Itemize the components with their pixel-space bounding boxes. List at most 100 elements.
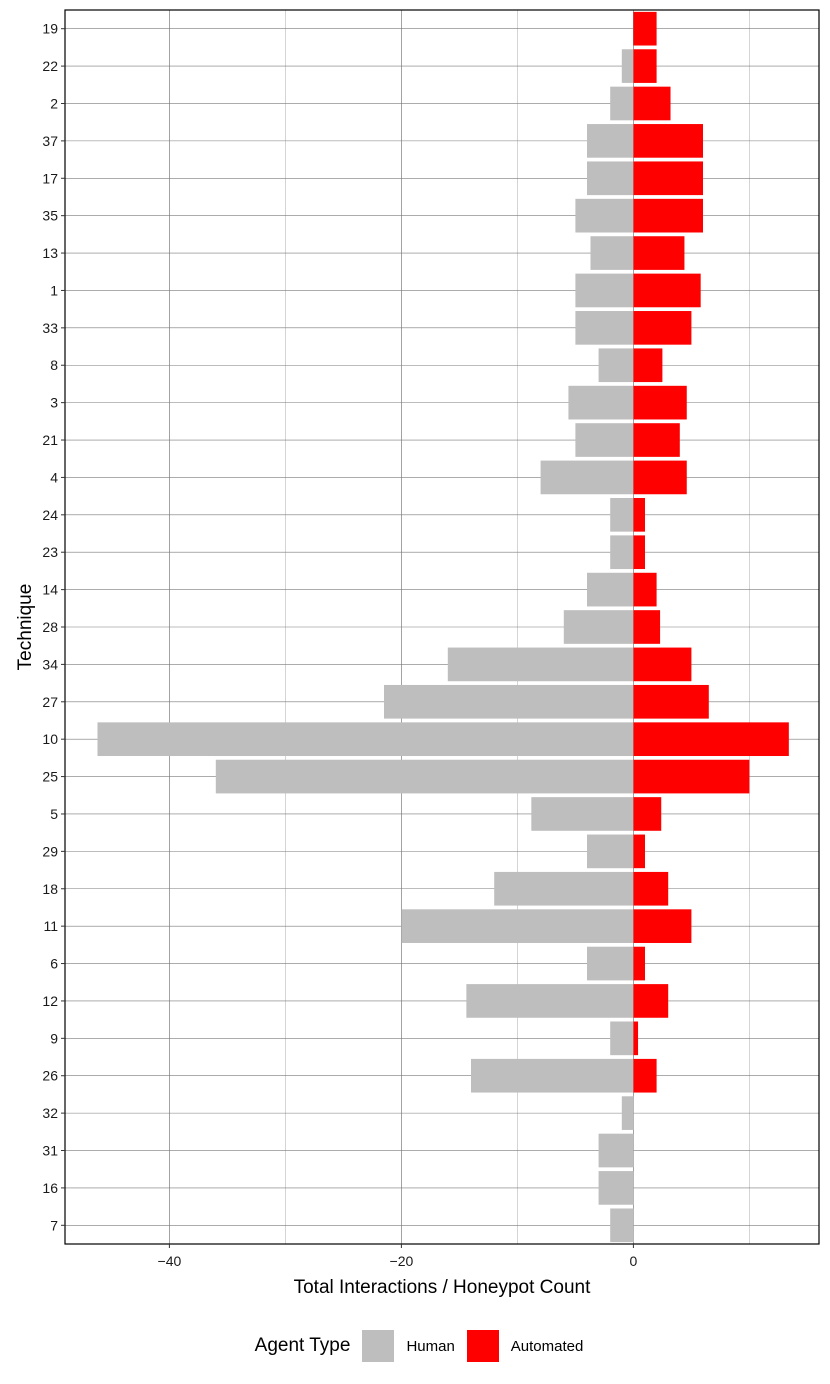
bar-human-22 (621, 49, 634, 83)
bar-human-25 (215, 759, 634, 794)
y-tick-label: 24 (42, 507, 58, 523)
bars (97, 11, 789, 1243)
y-tick-label: 9 (50, 1030, 58, 1046)
y-tick-label: 16 (42, 1180, 58, 1196)
bar-automated-37 (633, 124, 703, 158)
bar-automated-35 (633, 198, 703, 233)
y-axis-title: Technique (15, 584, 36, 671)
bar-human-9 (610, 1021, 634, 1056)
y-tick-label: 18 (42, 881, 58, 897)
y-tick-label: 12 (42, 993, 58, 1009)
y-tick-label: 5 (50, 806, 58, 822)
bar-automated-4 (633, 460, 687, 495)
y-tick-label: 19 (42, 21, 58, 37)
bar-automated-13 (633, 236, 685, 270)
bar-human-24 (610, 497, 634, 532)
bar-automated-12 (633, 984, 669, 1018)
y-tick-label: 17 (42, 170, 58, 186)
bar-automated-28 (633, 610, 661, 644)
bar-human-28 (563, 610, 634, 644)
bar-human-3 (568, 385, 634, 420)
bar-automated-8 (633, 348, 663, 383)
bar-automated-26 (633, 1058, 657, 1093)
bar-human-29 (587, 834, 634, 869)
bar-human-1 (575, 273, 634, 308)
bar-human-12 (466, 984, 634, 1018)
bar-human-7 (610, 1208, 634, 1243)
y-tick-label: 6 (50, 956, 58, 972)
bar-human-16 (598, 1171, 634, 1205)
bar-human-14 (587, 572, 634, 607)
bar-human-8 (598, 348, 634, 383)
y-tick-label: 22 (42, 58, 58, 74)
bar-human-5 (531, 797, 634, 831)
bar-human-13 (590, 236, 634, 270)
bar-automated-25 (633, 759, 750, 794)
x-axis-title: Total Interactions / Honeypot Count (294, 1277, 592, 1298)
bar-human-6 (587, 946, 634, 981)
bar-automated-3 (633, 385, 687, 420)
bar-human-33 (575, 311, 634, 345)
bar-human-27 (384, 684, 634, 719)
y-tick-label: 10 (42, 731, 58, 747)
y-tick-label: 26 (42, 1068, 58, 1084)
y-tick-label: 35 (42, 208, 58, 224)
bar-automated-6 (633, 946, 645, 981)
legend-key-automated (466, 1330, 499, 1362)
bar-automated-34 (633, 647, 692, 682)
bar-human-31 (598, 1133, 634, 1168)
bar-automated-24 (633, 497, 645, 532)
bar-human-37 (587, 124, 634, 158)
y-tick-label: 2 (50, 95, 58, 111)
bar-human-2 (610, 86, 634, 121)
y-tick-label: 28 (42, 619, 58, 635)
bar-automated-10 (633, 722, 789, 757)
legend-key-human (362, 1330, 395, 1362)
bar-automated-9 (633, 1021, 639, 1056)
bar-automated-17 (633, 161, 703, 196)
bar-human-35 (575, 198, 634, 233)
y-tick-label: 21 (42, 432, 58, 448)
bar-automated-14 (633, 572, 657, 607)
y-tick-label: 25 (42, 769, 58, 785)
x-tick-label: −40 (158, 1253, 182, 1269)
legend: Agent Type Human Automated (0, 1324, 830, 1368)
y-tick-label: 13 (42, 245, 58, 261)
legend-title: Agent Type (254, 1335, 351, 1356)
y-tick-label: 4 (50, 469, 58, 485)
y-tick-label: 32 (42, 1105, 58, 1121)
bar-human-23 (610, 535, 634, 570)
bar-human-21 (575, 423, 634, 457)
bar-automated-27 (633, 684, 709, 719)
x-tick-label: 0 (630, 1253, 638, 1269)
legend-label-human: Human (406, 1337, 455, 1355)
y-tick-label: 23 (42, 544, 58, 560)
bar-automated-29 (633, 834, 645, 869)
bar-human-17 (587, 161, 634, 196)
bar-human-26 (471, 1058, 634, 1093)
bar-automated-22 (633, 49, 657, 83)
bar-human-4 (540, 460, 634, 495)
y-tick-label: 1 (50, 282, 58, 298)
bar-automated-33 (633, 311, 692, 345)
y-axis-ticks: 1922237173513133832142423142834271025529… (42, 21, 65, 1233)
y-tick-label: 31 (42, 1143, 58, 1159)
bar-automated-19 (633, 11, 657, 46)
bar-human-34 (447, 647, 634, 682)
bar-chart: 1922237173513133832142423142834271025529… (15, 9, 820, 1298)
y-tick-label: 3 (50, 395, 58, 411)
x-tick-label: −20 (390, 1253, 414, 1269)
y-tick-label: 11 (43, 918, 58, 934)
bar-human-32 (621, 1096, 634, 1130)
legend-label-automated: Automated (510, 1337, 584, 1355)
y-tick-label: 7 (50, 1217, 58, 1233)
bar-automated-5 (633, 797, 662, 831)
y-tick-label: 14 (42, 582, 58, 598)
bar-human-10 (97, 722, 634, 757)
y-tick-label: 34 (42, 656, 58, 672)
y-tick-label: 37 (42, 133, 58, 149)
y-tick-label: 33 (42, 320, 58, 336)
y-tick-label: 8 (50, 357, 58, 373)
bar-automated-23 (633, 535, 645, 570)
bar-automated-21 (633, 423, 680, 457)
